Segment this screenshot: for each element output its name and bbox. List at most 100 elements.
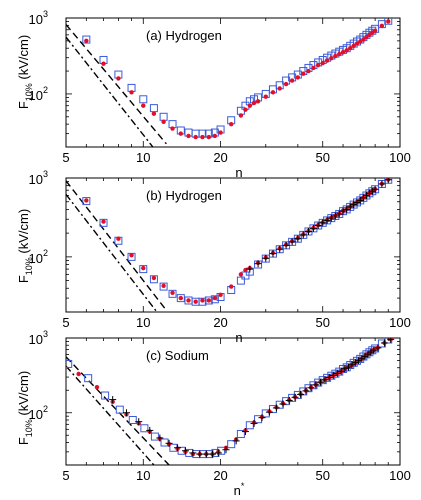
red-dot-point [129, 90, 134, 95]
y-label-main: F [16, 437, 31, 445]
plus-point [339, 207, 347, 215]
plus-point [378, 180, 386, 188]
plus-point [174, 444, 182, 452]
open-square-point [99, 218, 108, 227]
red-dot-point [283, 81, 289, 87]
plus-point [327, 214, 335, 222]
plus-point [241, 428, 249, 436]
plus-point [333, 369, 341, 377]
plus-point [258, 414, 266, 422]
plus-point [370, 346, 378, 354]
open-square-point [139, 265, 148, 274]
open-square-point [168, 289, 177, 298]
open-square-point [204, 296, 213, 305]
dashed-line [66, 24, 167, 145]
x-tick-label: 10 [136, 468, 150, 483]
red-dot-point [206, 134, 212, 140]
red-dot-point [247, 103, 253, 108]
red-dot-point [320, 60, 325, 66]
open-square-point [82, 35, 91, 44]
red-dot-point [358, 39, 363, 44]
open-square-point [66, 359, 73, 368]
red-dot-point [238, 113, 244, 118]
plus-point [109, 396, 117, 404]
y-tick-label: 102 [29, 404, 48, 422]
plus-point [325, 374, 333, 382]
panel-c: 5 10 20 50 100 102 103 F10% (kV/cm) n* (c) Sodium [16, 329, 411, 498]
red-dot-point [212, 133, 218, 139]
red-dot-point [151, 275, 157, 281]
y-tick-label: 103 [29, 9, 48, 27]
plus-point [279, 400, 287, 408]
red-dot-point [116, 236, 121, 241]
plus-point [254, 260, 262, 268]
plus-point [319, 219, 327, 227]
y-tick-exponent: 3 [43, 169, 48, 179]
x-tick-label: 50 [315, 468, 329, 483]
dashdot-line [66, 193, 158, 312]
red-dot-point [186, 298, 191, 303]
red-dot-point [361, 37, 366, 42]
open-square-point [139, 95, 148, 104]
plus-point [196, 450, 204, 458]
red-dot-point [161, 283, 166, 288]
red-dot-point [84, 198, 89, 203]
red-dot-point [218, 292, 223, 298]
open-square-point [159, 282, 168, 291]
plus-point [262, 254, 270, 262]
plus-point [321, 376, 329, 384]
red-dot-point [344, 48, 349, 53]
y-tick-exponent: 2 [43, 404, 48, 414]
red-dot-point [243, 107, 248, 112]
red-dot-point [116, 76, 121, 81]
open-square-point [159, 112, 168, 121]
red-dot-point [193, 299, 198, 304]
red-dot-point [255, 99, 261, 104]
plus-point [331, 212, 339, 220]
plus-point [291, 393, 299, 401]
open-square-point [176, 294, 185, 303]
red-dot-point [129, 253, 134, 258]
plus-point [343, 205, 351, 213]
red-dot-point [295, 75, 301, 80]
red-dot-point [141, 265, 146, 271]
plus-point [265, 408, 273, 416]
red-dot-point [178, 131, 183, 136]
red-dot-point [270, 90, 276, 95]
y-tick-label: 103 [29, 169, 48, 187]
x-tick-label: 10 [136, 315, 150, 330]
y-axis-label: F10% (kV/cm) [16, 209, 34, 283]
plus-point [208, 450, 216, 458]
red-dot-point [301, 71, 306, 76]
plus-point [181, 447, 189, 455]
open-square-point [149, 275, 158, 284]
red-dot-point [193, 134, 198, 140]
y-label-subscript: 10% [24, 419, 34, 437]
red-dot-point [289, 78, 295, 83]
y-label-unit: (kV/cm) [16, 209, 31, 257]
open-square-point [128, 415, 137, 424]
red-dot-point [170, 290, 175, 296]
plus-point [272, 404, 280, 412]
y-tick-exponent: 2 [43, 248, 48, 258]
x-tick-label: 50 [315, 315, 329, 330]
plus-point [189, 449, 197, 457]
red-dot-point [243, 267, 248, 273]
red-dot-point [161, 119, 166, 124]
red-dot-point [212, 295, 218, 301]
y-tick-exponent: 2 [43, 85, 48, 95]
open-square-point [384, 18, 393, 25]
x-tick-label: 20 [213, 150, 227, 165]
plus-point [250, 419, 258, 427]
red-dot-point [218, 130, 223, 135]
red-dot-point [101, 219, 106, 224]
red-dot-point [277, 86, 282, 91]
plus-point [341, 365, 349, 373]
plus-point [307, 384, 315, 392]
x-tick-label: 20 [213, 315, 227, 330]
plus-point [299, 231, 307, 239]
axes-frame [65, 337, 401, 466]
open-square-point [84, 374, 93, 383]
red-dot-point [329, 56, 334, 61]
